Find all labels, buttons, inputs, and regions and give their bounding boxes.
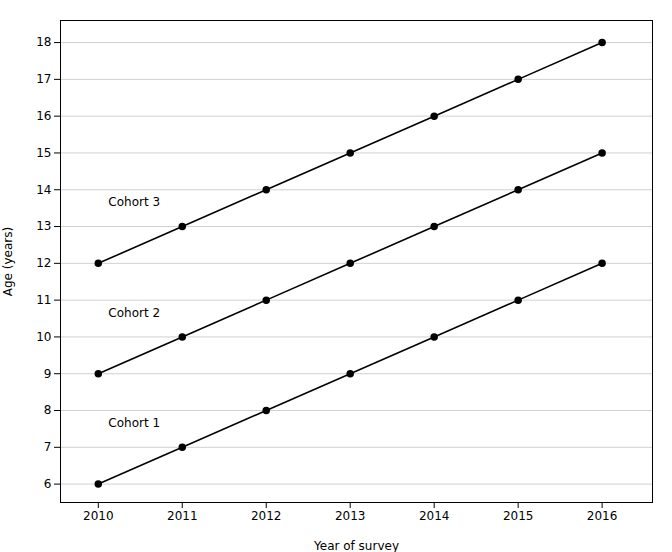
svg-text:2010: 2010 xyxy=(83,509,114,523)
svg-text:Cohort 2: Cohort 2 xyxy=(108,306,160,320)
svg-text:Age (years): Age (years) xyxy=(1,227,15,296)
svg-text:18: 18 xyxy=(36,35,51,49)
svg-text:2015: 2015 xyxy=(503,509,534,523)
svg-text:9: 9 xyxy=(44,367,52,381)
svg-text:2012: 2012 xyxy=(251,509,282,523)
svg-text:Year of survey: Year of survey xyxy=(313,539,399,552)
svg-text:11: 11 xyxy=(36,293,51,307)
svg-text:14: 14 xyxy=(36,183,51,197)
svg-text:Cohort 1: Cohort 1 xyxy=(108,416,160,430)
svg-text:2013: 2013 xyxy=(335,509,366,523)
svg-text:12: 12 xyxy=(36,256,51,270)
svg-text:2016: 2016 xyxy=(587,509,618,523)
svg-text:15: 15 xyxy=(36,146,51,160)
svg-text:13: 13 xyxy=(36,219,51,233)
svg-text:6: 6 xyxy=(44,477,52,491)
svg-text:17: 17 xyxy=(36,72,51,86)
svg-text:8: 8 xyxy=(44,403,52,417)
svg-text:7: 7 xyxy=(44,440,52,454)
svg-text:16: 16 xyxy=(36,109,51,123)
svg-text:2011: 2011 xyxy=(167,509,198,523)
svg-text:10: 10 xyxy=(36,330,51,344)
svg-text:Cohort 3: Cohort 3 xyxy=(108,195,160,209)
svg-text:2014: 2014 xyxy=(419,509,450,523)
